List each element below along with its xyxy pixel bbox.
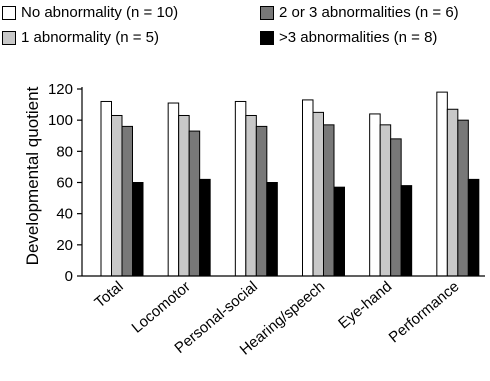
bar-personal-social-series-0 [234, 100, 247, 277]
legend-item-no-abnormality: No abnormality (n = 10) [2, 4, 178, 21]
legend-swatch [260, 5, 274, 20]
legend-item-1-abnormality: 1 abnormality (n = 5) [2, 29, 159, 46]
bar-hearing-speech-series-3 [333, 186, 345, 277]
bar-hearing-speech-series-2 [323, 124, 335, 277]
x-tick-label: Performance [386, 278, 463, 346]
y-tick-label: 60 [56, 175, 73, 192]
x-tick-label: Total [91, 278, 126, 311]
bar-total-series-0 [100, 100, 112, 277]
bar-personal-social-series-3 [266, 182, 278, 277]
bar-total-series-2 [121, 125, 133, 277]
bar-locomotor-series-1 [178, 114, 190, 277]
x-tick-label: Locomotor [129, 278, 194, 337]
y-axis-label: Developmental quotient [23, 86, 42, 265]
legend-label: >3 abnormalities (n = 8) [279, 29, 438, 46]
bars-layer [100, 91, 480, 277]
bar-hearing-speech-series-1 [312, 111, 324, 277]
y-tick-label: 120 [48, 81, 73, 98]
legend-swatch [2, 5, 16, 20]
bar-eye-hand-series-1 [379, 124, 392, 277]
bar-eye-hand-series-0 [369, 113, 381, 277]
legend-swatch [2, 30, 16, 45]
bar-hearing-speech-series-0 [302, 99, 314, 277]
bar-locomotor-series-0 [167, 102, 180, 277]
legend-swatch [260, 30, 274, 45]
legend-item-more-than-3-abnormalities: >3 abnormalities (n = 8) [260, 29, 437, 46]
legend-item-2-or-3-abnormalities: 2 or 3 abnormalities (n = 6) [260, 4, 459, 21]
bar-personal-social-series-1 [245, 114, 257, 277]
y-tick-label: 80 [56, 143, 73, 160]
legend-label: No abnormality (n = 10) [21, 4, 179, 21]
y-tick-label: 0 [65, 268, 73, 285]
y-tick-label: 100 [48, 112, 73, 129]
bar-performance-series-0 [436, 91, 448, 277]
legend-label: 1 abnormality (n = 5) [21, 29, 159, 46]
bar-total-series-3 [132, 182, 144, 277]
x-tick-label: Eye-hand [335, 278, 395, 332]
bar-eye-hand-series-3 [400, 185, 413, 277]
bar-performance-series-3 [467, 178, 480, 277]
bar-locomotor-series-3 [199, 178, 211, 277]
bar-personal-social-series-2 [255, 125, 268, 277]
bar-performance-series-1 [446, 108, 459, 277]
bar-total-series-1 [111, 114, 123, 277]
bar-eye-hand-series-2 [390, 138, 402, 277]
bar-performance-series-2 [457, 119, 469, 277]
y-tick-label: 20 [56, 237, 73, 254]
legend-label: 2 or 3 abnormalities (n = 6) [279, 4, 459, 21]
y-tick-label: 40 [56, 206, 73, 223]
bar-locomotor-series-2 [188, 130, 201, 277]
